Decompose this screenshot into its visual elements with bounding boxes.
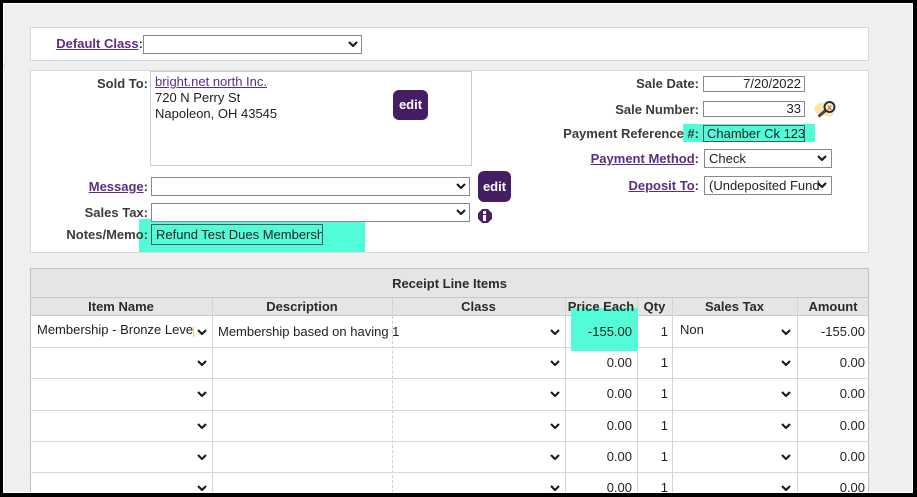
svg-text:x: x <box>827 102 832 112</box>
